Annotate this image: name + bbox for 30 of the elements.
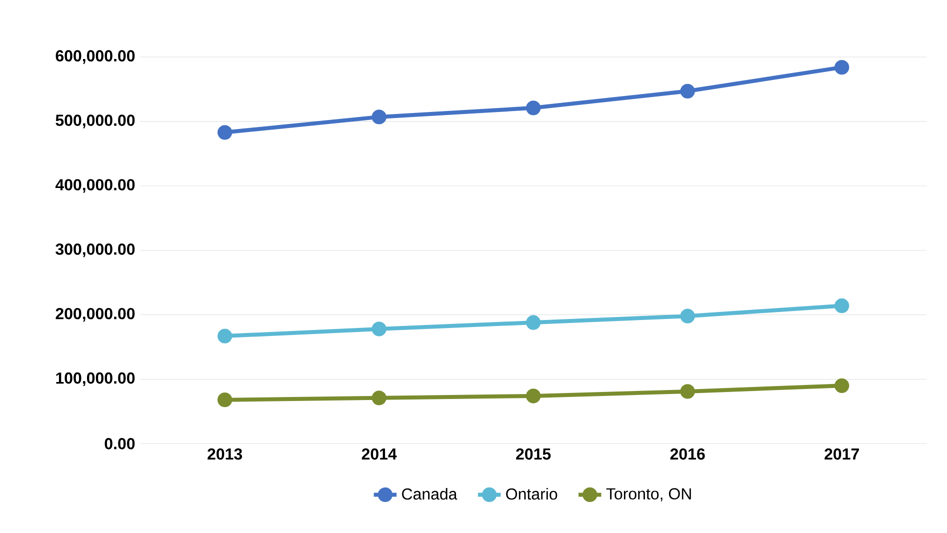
- y-tick-label: 500,000.00: [56, 114, 135, 128]
- point: [526, 315, 541, 330]
- y-tick-label: 300,000.00: [56, 244, 135, 258]
- y-tick-label: 200,000.00: [56, 308, 135, 322]
- point: [218, 125, 232, 140]
- point: [372, 322, 386, 336]
- point: [218, 392, 232, 408]
- x-tick-label: 2016: [670, 448, 705, 460]
- point: [526, 388, 541, 404]
- x-tick-label: 2014: [362, 448, 397, 460]
- x-tick-label: 2013: [208, 448, 242, 460]
- point: [680, 84, 695, 98]
- point: [680, 308, 695, 324]
- y-tick-label: 600,000.00: [56, 50, 135, 64]
- point: [834, 60, 850, 75]
- point: [372, 110, 386, 124]
- legend-label: Canada: [402, 488, 458, 500]
- x-tick-label: 2017: [824, 448, 859, 460]
- point: [834, 378, 850, 393]
- y-tick-label: 400,000.00: [55, 179, 135, 193]
- y-tick-label: 0.00: [104, 438, 135, 450]
- point: [526, 100, 541, 116]
- legend-label: Toronto, ON: [606, 488, 691, 502]
- x-tick-label: 2015: [516, 448, 551, 460]
- y-tick-label: 100,000.00: [56, 372, 135, 386]
- point: [680, 384, 695, 399]
- point: [372, 390, 386, 406]
- legend-label: Ontario: [506, 488, 558, 500]
- point: [218, 328, 232, 344]
- point: [834, 298, 850, 314]
